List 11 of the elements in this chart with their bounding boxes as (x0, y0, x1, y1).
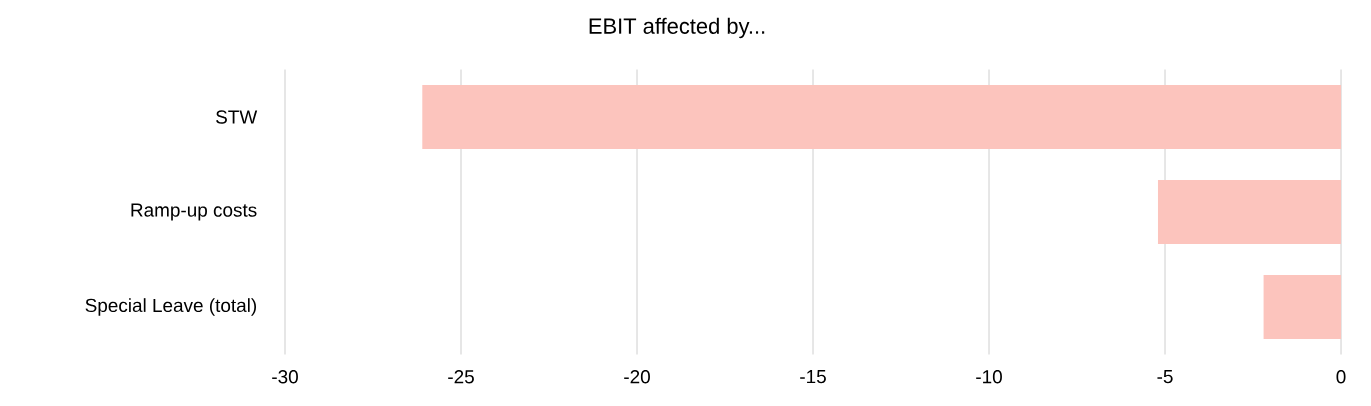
x-tick-label: -15 (800, 370, 826, 384)
y-tick-label: STW (216, 110, 258, 124)
x-tick-label: -10 (976, 370, 1002, 384)
y-tick-label: Ramp-up costs (131, 203, 257, 221)
x-tick-label: 0 (1336, 370, 1346, 384)
x-tick-label: -20 (624, 370, 650, 384)
chart-title: EBIT affected by... (589, 17, 765, 39)
x-tick-label: -5 (1157, 370, 1173, 384)
x-tick-label: -25 (448, 370, 474, 384)
y-tick-label: Special Leave (total) (85, 298, 257, 316)
x-tick-label: -30 (272, 370, 298, 384)
